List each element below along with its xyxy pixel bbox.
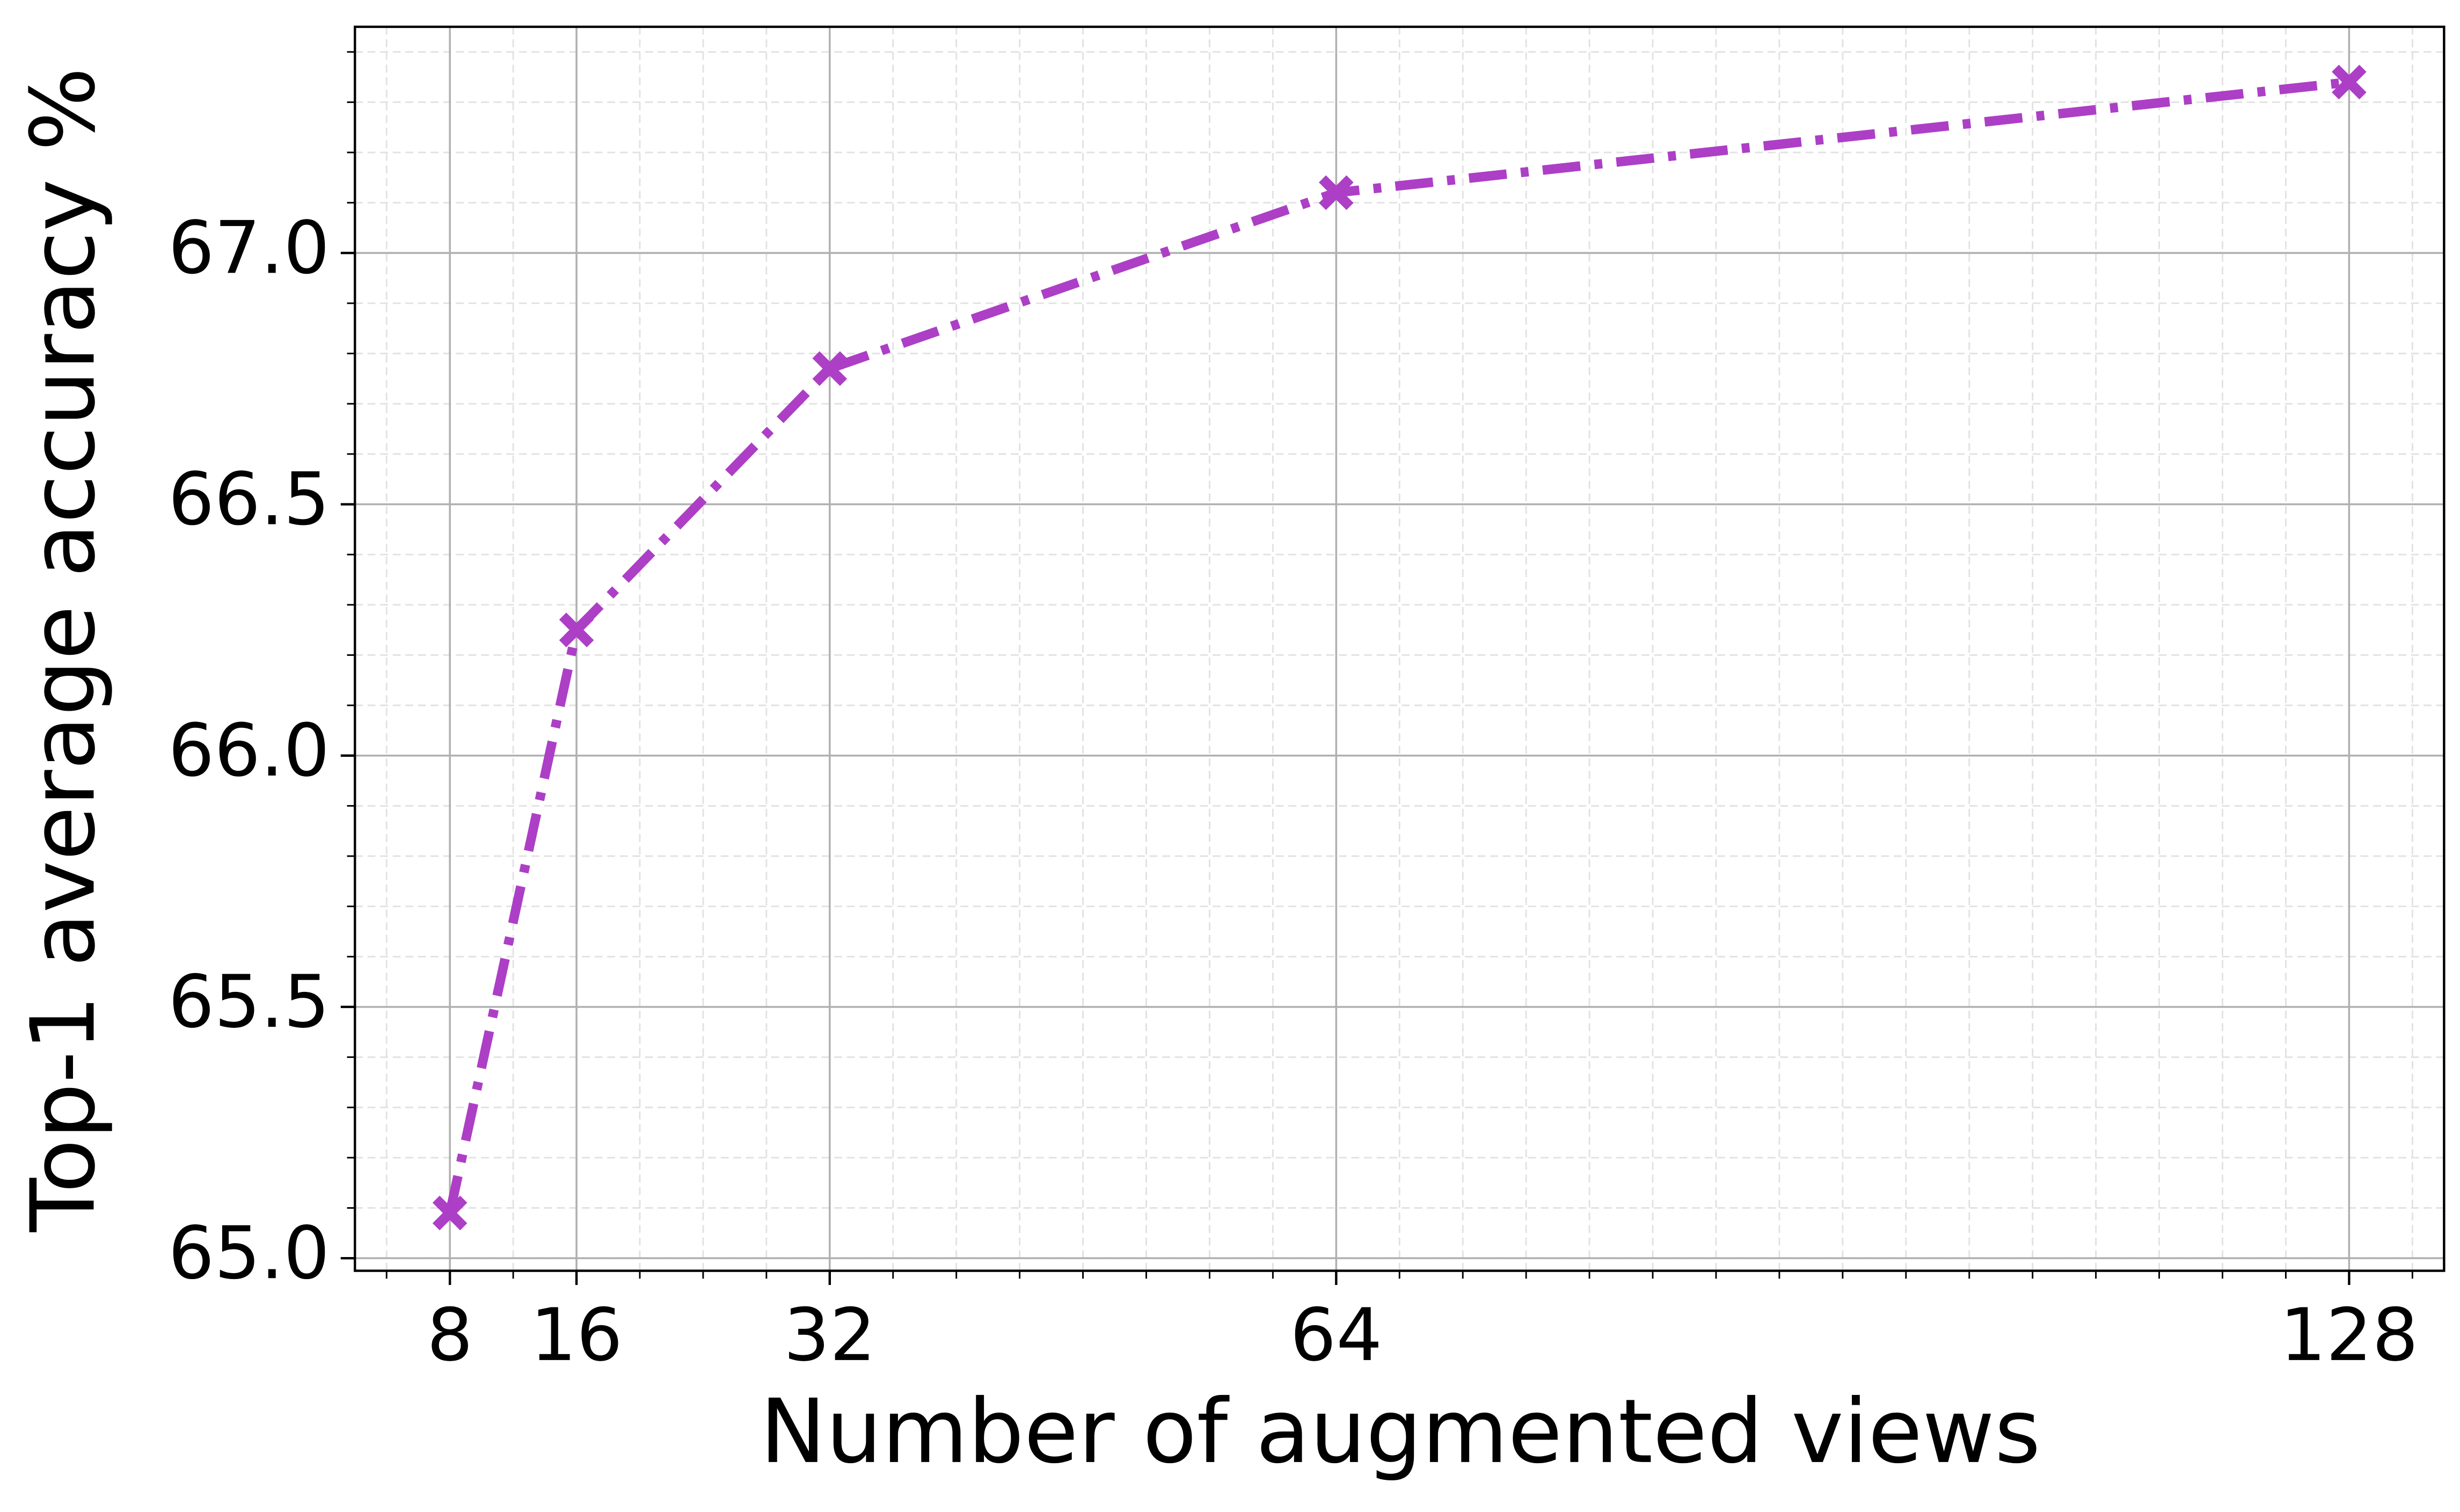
y-tick-label: 67.0 xyxy=(168,206,330,290)
y-axis-label: Top-1 average accuracy % xyxy=(11,67,114,1232)
plot-frame xyxy=(354,25,2446,1272)
x-tick-label: 8 xyxy=(427,1293,473,1377)
y-tick-label: 65.0 xyxy=(168,1211,330,1295)
marker xyxy=(2332,64,2367,100)
marker xyxy=(559,612,594,647)
marker xyxy=(1319,175,1354,210)
y-tick-label: 65.5 xyxy=(168,960,330,1044)
x-tick-label: 64 xyxy=(1290,1293,1382,1377)
x-tick-label: 32 xyxy=(784,1293,876,1377)
x-axis-label: Number of augmented views xyxy=(760,1380,2041,1483)
marker xyxy=(812,351,848,386)
x-tick-label: 16 xyxy=(530,1293,623,1377)
marker xyxy=(432,1195,468,1231)
y-tick-label: 66.5 xyxy=(168,457,330,542)
y-tick-label: 66.0 xyxy=(168,708,330,793)
line xyxy=(445,77,2350,1214)
x-tick-label: 128 xyxy=(2280,1293,2418,1377)
